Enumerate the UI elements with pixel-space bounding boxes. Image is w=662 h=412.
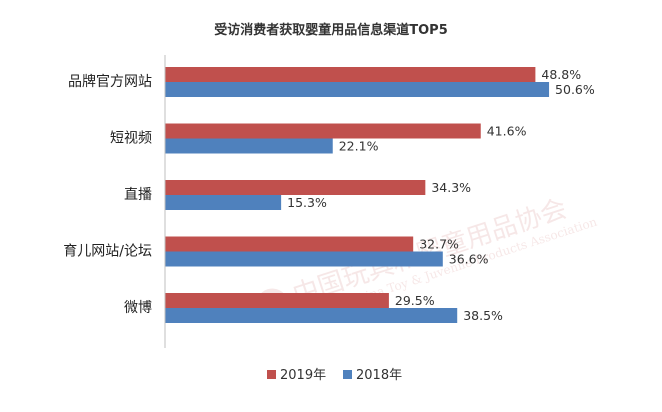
- bar-2019年: [165, 293, 389, 308]
- bar-2018年: [165, 82, 550, 97]
- data-label: 38.5%: [463, 308, 503, 323]
- legend: 2019年 2018年: [267, 368, 402, 383]
- bar-2019年: [165, 123, 481, 139]
- legend-label: 2019年: [280, 368, 326, 383]
- data-label: 36.6%: [449, 252, 489, 267]
- bar-2018年: [165, 251, 443, 267]
- category-label: 育儿网站/论坛: [63, 244, 152, 260]
- data-label: 41.6%: [487, 124, 527, 139]
- data-label: 48.8%: [541, 67, 581, 82]
- bar-2019年: [165, 236, 414, 252]
- category-label: 短视频: [110, 131, 152, 147]
- chart-title: 受访消费者获取婴童用品信息渠道TOP5: [214, 22, 448, 38]
- legend-swatch: [267, 370, 276, 379]
- data-label: 29.5%: [395, 293, 435, 308]
- bar-2018年: [165, 195, 282, 210]
- data-label: 15.3%: [287, 195, 327, 210]
- bar-2018年: [165, 138, 333, 154]
- category-label: 品牌官方网站: [68, 73, 152, 90]
- bar-2019年: [165, 180, 426, 195]
- bars-layer: 品牌官方网站 48.8%50.6% 短视频 41.6% 22.1% 直播 34.3% 15.3…: [63, 67, 595, 323]
- bar-2018年: [165, 308, 458, 323]
- legend-label: 2018年: [356, 368, 402, 383]
- data-label: 32.7%: [419, 237, 459, 252]
- category-label: 直播: [124, 186, 152, 203]
- legend-swatch: [343, 370, 352, 379]
- bar-2019年: [165, 67, 536, 82]
- data-label: 50.6%: [555, 82, 595, 97]
- data-label: 22.1%: [339, 139, 379, 154]
- category-label: 微博: [124, 299, 152, 316]
- data-label: 34.3%: [431, 180, 471, 195]
